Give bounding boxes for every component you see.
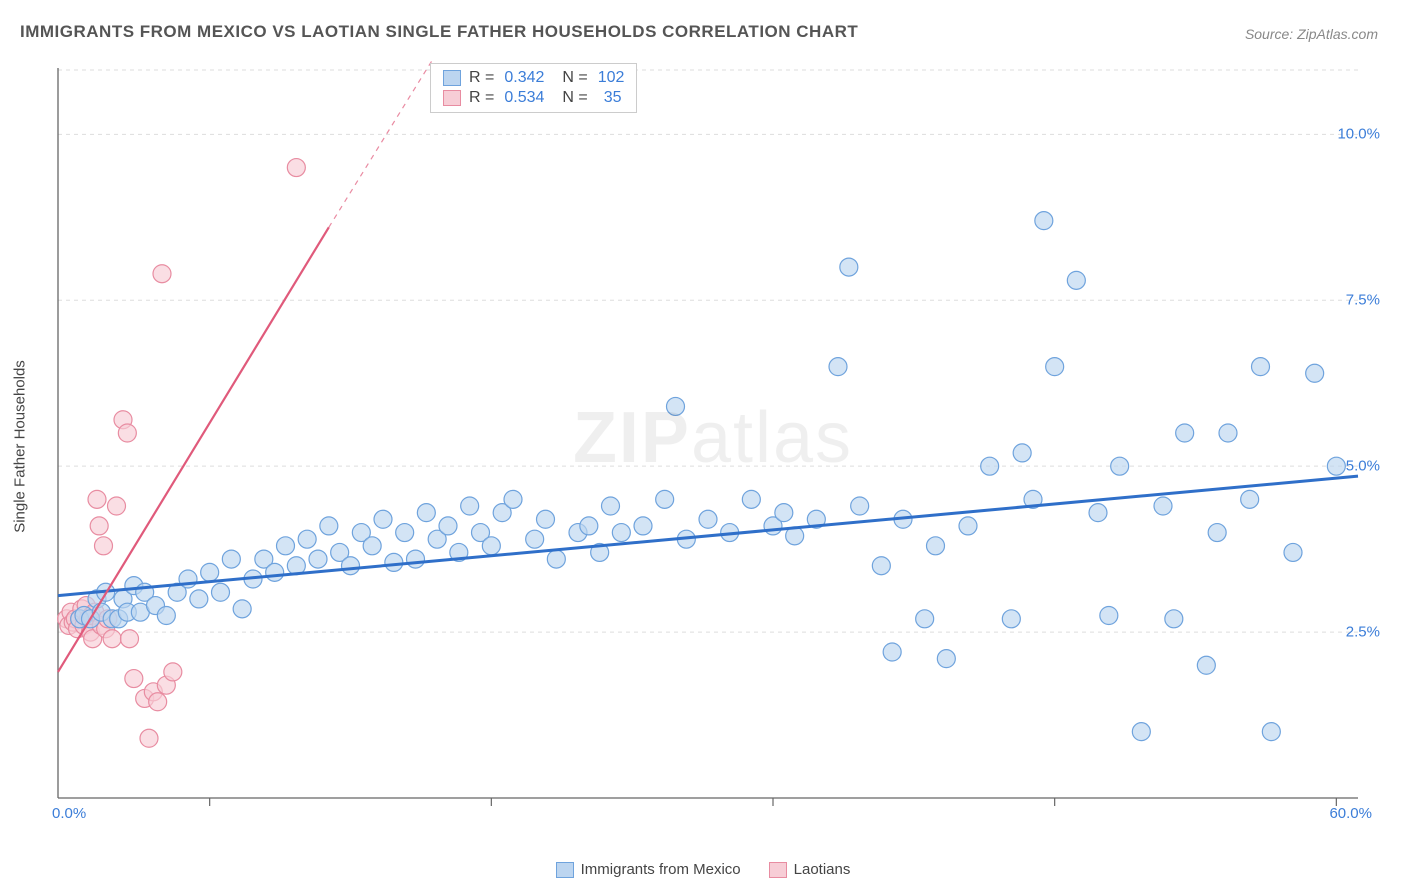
x-origin-label: 0.0% [52, 805, 86, 822]
chart-title: IMMIGRANTS FROM MEXICO VS LAOTIAN SINGLE… [20, 22, 858, 42]
y-axis-title: Single Father Households [12, 360, 29, 533]
source-attribution: Source: ZipAtlas.com [1245, 26, 1378, 42]
legend-r-label: R = [469, 89, 494, 107]
legend-r-label: R = [469, 69, 494, 87]
y-tick-label: 2.5% [1346, 624, 1380, 641]
legend-swatch-laotians [443, 90, 461, 106]
x-max-label: 60.0% [1329, 805, 1372, 822]
legend-n-value-laotians: 35 [604, 89, 622, 107]
legend-r-value-laotians: 0.534 [504, 89, 544, 107]
legend-item-laotians: Laotians [769, 861, 851, 878]
y-tick-label: 7.5% [1346, 292, 1380, 309]
chart-area: Single Father Households ZIPatlas 2.5%5.… [48, 58, 1378, 818]
legend-swatch-mexico-icon [556, 862, 574, 878]
legend-label-mexico: Immigrants from Mexico [581, 861, 741, 878]
legend-row-laotians: R = 0.534 N = 35 [443, 88, 624, 108]
scatter-plot-svg [48, 58, 1378, 818]
y-tick-label: 10.0% [1337, 126, 1380, 143]
legend-n-value-mexico: 102 [598, 69, 625, 87]
legend-row-mexico: R = 0.342 N = 102 [443, 68, 624, 88]
legend-series: Immigrants from Mexico Laotians [0, 861, 1406, 878]
legend-label-laotians: Laotians [794, 861, 851, 878]
legend-correlation-box: R = 0.342 N = 102 R = 0.534 N = 35 [430, 63, 637, 113]
legend-r-value-mexico: 0.342 [504, 69, 544, 87]
legend-n-label: N = [562, 69, 587, 87]
legend-swatch-laotians-icon [769, 862, 787, 878]
y-tick-label: 5.0% [1346, 458, 1380, 475]
legend-item-mexico: Immigrants from Mexico [556, 861, 741, 878]
legend-swatch-mexico [443, 70, 461, 86]
legend-n-label: N = [562, 89, 587, 107]
